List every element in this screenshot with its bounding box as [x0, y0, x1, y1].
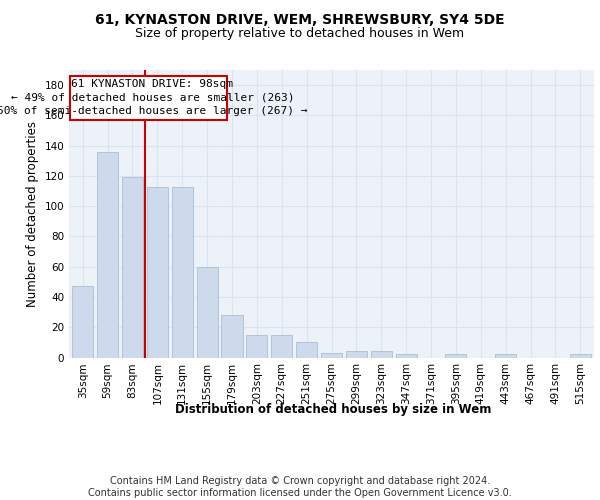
FancyBboxPatch shape: [70, 76, 227, 120]
Bar: [570, 354, 591, 358]
Bar: [172, 186, 193, 358]
Text: ← 49% of detached houses are smaller (263): ← 49% of detached houses are smaller (26…: [11, 92, 294, 102]
Text: 50% of semi-detached houses are larger (267) →: 50% of semi-detached houses are larger (…: [0, 106, 308, 116]
Bar: [72, 286, 93, 358]
Text: Distribution of detached houses by size in Wem: Distribution of detached houses by size …: [175, 402, 491, 415]
Y-axis label: Number of detached properties: Number of detached properties: [26, 120, 39, 306]
Bar: [122, 178, 143, 358]
Bar: [147, 186, 168, 358]
Bar: [321, 353, 342, 358]
Text: 61, KYNASTON DRIVE, WEM, SHREWSBURY, SY4 5DE: 61, KYNASTON DRIVE, WEM, SHREWSBURY, SY4…: [95, 12, 505, 26]
Bar: [371, 352, 392, 358]
Text: Contains HM Land Registry data © Crown copyright and database right 2024.
Contai: Contains HM Land Registry data © Crown c…: [88, 476, 512, 498]
Bar: [197, 266, 218, 358]
Text: Size of property relative to detached houses in Wem: Size of property relative to detached ho…: [136, 28, 464, 40]
Bar: [296, 342, 317, 357]
Bar: [346, 352, 367, 358]
Bar: [395, 354, 417, 358]
Bar: [495, 354, 516, 358]
Text: 61 KYNASTON DRIVE: 98sqm: 61 KYNASTON DRIVE: 98sqm: [71, 78, 233, 88]
Bar: [97, 152, 118, 358]
Bar: [246, 335, 268, 357]
Bar: [445, 354, 466, 358]
Bar: [221, 315, 242, 358]
Bar: [271, 335, 292, 357]
